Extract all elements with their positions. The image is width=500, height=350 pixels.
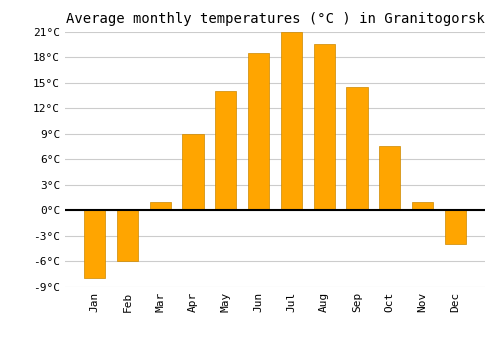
Title: Average monthly temperatures (°C ) in Granitogorsk: Average monthly temperatures (°C ) in Gr…: [66, 12, 484, 26]
Bar: [84, 210, 106, 279]
Bar: [215, 91, 236, 210]
Bar: [346, 87, 368, 210]
Bar: [412, 202, 433, 210]
Bar: [182, 134, 204, 210]
Bar: [248, 53, 270, 210]
Bar: [444, 210, 466, 244]
Bar: [280, 32, 302, 210]
Bar: [150, 202, 171, 210]
Bar: [117, 210, 138, 261]
Bar: [314, 44, 335, 210]
Bar: [379, 146, 400, 210]
